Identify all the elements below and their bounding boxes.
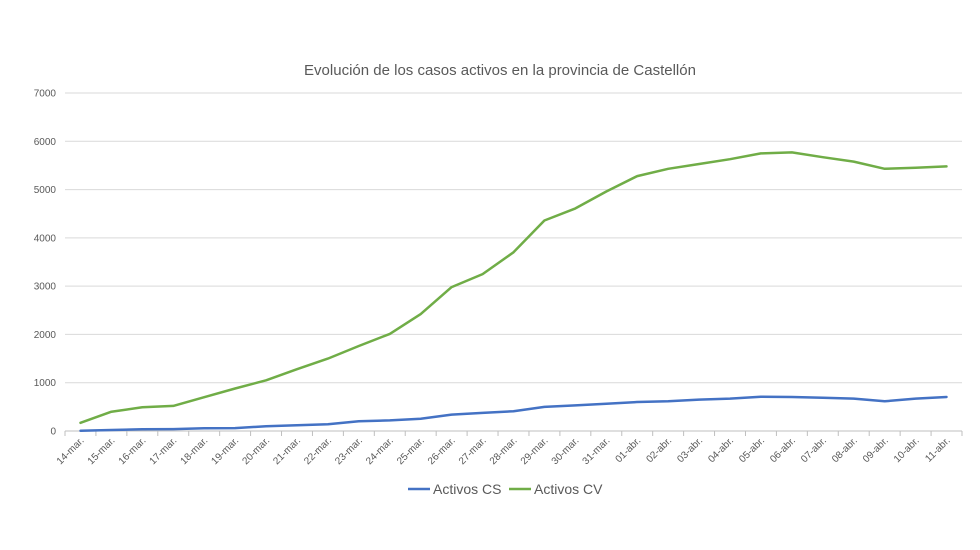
y-tick-label: 0 [50,427,56,438]
x-tick-label: 28-mar. [488,435,520,467]
x-tick-label: 31-mar. [581,435,613,467]
y-tick-label: 1000 [34,378,57,389]
x-tick-label: 17-mar. [148,435,180,467]
series-line-2 [79,151,948,425]
legend-label: Activos CS [433,481,501,497]
x-tick-label: 19-mar. [209,435,241,467]
x-tick-label: 30-mar. [550,435,582,467]
x-tick-label: 16-mar. [117,435,149,467]
x-tick-label: 06-abr. [768,435,798,465]
x-tick-label: 09-abr. [861,435,891,465]
y-tick-label: 2000 [34,330,57,341]
x-tick-label: 11-abr. [923,435,952,464]
x-tick-label: 21-mar. [271,435,303,467]
y-tick-label: 3000 [34,282,57,293]
x-tick-label: 05-abr. [737,435,767,465]
x-tick-label: 26-mar. [426,435,458,467]
x-tick-label: 07-abr. [799,435,829,465]
x-tick-label: 04-abr. [706,435,736,465]
y-tick-label: 7000 [34,89,57,100]
x-tick-label: 25-mar. [395,435,427,467]
x-tick-label: 18-mar. [179,435,211,467]
x-tick-label: 15-mar. [86,435,118,467]
x-tick-label: 20-mar. [240,435,272,467]
legend-label: Activos CV [534,481,603,497]
y-tick-label: 5000 [34,185,57,196]
x-tick-label: 22-mar. [302,435,334,467]
y-tick-label: 4000 [34,233,57,244]
x-tick-label: 03-abr. [675,435,705,465]
y-tick-label: 6000 [34,137,57,148]
chart-title: Evolución de los casos activos en la pro… [304,62,696,79]
x-tick-label: 23-mar. [333,435,365,467]
series-line-1 [79,395,948,433]
x-tick-label: 24-mar. [364,435,396,467]
x-tick-label: 08-abr. [830,435,860,465]
x-tick-label: 29-mar. [519,435,551,467]
x-tick-label: 02-abr. [644,435,674,465]
x-tick-label: 27-mar. [457,435,489,467]
x-tick-label: 01-abr. [614,435,644,465]
x-tick-label: 14-mar. [55,435,87,467]
x-tick-label: 10-abr. [892,435,922,465]
